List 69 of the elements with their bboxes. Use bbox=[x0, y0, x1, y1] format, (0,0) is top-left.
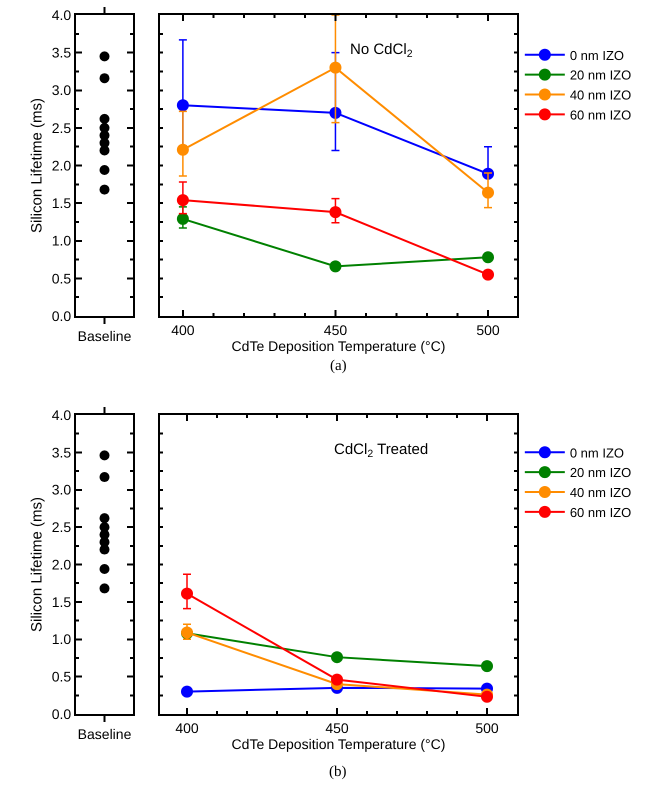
x-tick-label: 450 bbox=[325, 720, 349, 736]
annotation: No CdCl$_{2}$ bbox=[350, 41, 413, 60]
y-tick-label: 0.5 bbox=[52, 270, 72, 286]
point bbox=[176, 144, 189, 156]
text: (a) bbox=[330, 358, 347, 374]
y-axis-title: Silicon Lifetime (ms) bbox=[28, 98, 46, 234]
point bbox=[100, 51, 110, 62]
y-tick-label: 0.5 bbox=[52, 668, 72, 685]
y-tick-label: 1.5 bbox=[52, 195, 72, 212]
legend-label: 40 nm IZO bbox=[570, 485, 632, 500]
point bbox=[100, 165, 110, 176]
y-tick-label: 1.0 bbox=[52, 232, 72, 249]
legend-label: 20 nm IZO bbox=[570, 68, 632, 83]
y-tick-label: 1.5 bbox=[52, 594, 72, 610]
legend-label: 60 nm IZO bbox=[570, 504, 632, 520]
x-tick-label: 500 bbox=[475, 720, 499, 736]
y-tick-label: 3.5 bbox=[52, 444, 72, 460]
point bbox=[100, 450, 110, 460]
y-axis-title: Silicon Lifetime (ms) bbox=[28, 496, 46, 632]
point bbox=[331, 651, 343, 664]
y-tick-label: 2.5 bbox=[52, 519, 72, 536]
y-tick-label: 4.0 bbox=[52, 6, 72, 23]
point bbox=[100, 145, 110, 156]
annotation: CdCl$_{2}$ Treated bbox=[334, 441, 428, 460]
x-tick-label: Baseline bbox=[78, 328, 132, 344]
y-tick-label: 2.0 bbox=[52, 556, 72, 572]
point bbox=[100, 114, 110, 124]
y-tick-label: 3.0 bbox=[52, 82, 72, 98]
point bbox=[329, 62, 342, 74]
y-tick-label: 4.0 bbox=[52, 406, 72, 423]
point bbox=[176, 194, 189, 206]
point bbox=[181, 588, 193, 600]
point bbox=[100, 583, 110, 594]
point bbox=[482, 251, 494, 264]
point bbox=[100, 472, 110, 482]
point bbox=[100, 184, 110, 195]
y-tick-label: 3.0 bbox=[52, 482, 72, 498]
x-tick-label: 400 bbox=[175, 720, 199, 736]
y-tick-label: 2.0 bbox=[52, 157, 72, 174]
legend-label: 20 nm IZO bbox=[570, 465, 632, 480]
point bbox=[176, 212, 189, 225]
point bbox=[329, 260, 342, 272]
point bbox=[100, 513, 110, 524]
legend-label: 0 nm IZO bbox=[570, 445, 624, 460]
legend-label: 60 nm IZO bbox=[570, 107, 632, 122]
point bbox=[482, 268, 494, 281]
text: (b) bbox=[329, 764, 346, 780]
point bbox=[100, 564, 110, 574]
x-tick-label: 400 bbox=[171, 322, 195, 338]
point bbox=[100, 544, 110, 555]
legend-label: 0 nm IZO bbox=[570, 48, 624, 63]
point bbox=[329, 206, 342, 218]
x-tick-label: 500 bbox=[476, 322, 500, 338]
y-tick-label: 0.0 bbox=[52, 706, 72, 722]
legend-label: 40 nm IZO bbox=[570, 88, 632, 103]
point bbox=[331, 674, 343, 686]
x-tick-label: 450 bbox=[324, 322, 348, 338]
x-axis-title: CdTe Deposition Temperature (°C) bbox=[232, 736, 446, 752]
y-tick-label: 2.5 bbox=[52, 120, 72, 136]
y-tick-label: 3.5 bbox=[52, 44, 72, 61]
point bbox=[100, 73, 110, 84]
x-tick-label: Baseline bbox=[78, 726, 132, 742]
point bbox=[176, 99, 189, 112]
y-tick-label: 1.0 bbox=[52, 631, 72, 648]
point bbox=[181, 686, 193, 698]
x-axis-title: CdTe Deposition Temperature (°C) bbox=[232, 338, 446, 354]
y-tick-label: 0.0 bbox=[52, 308, 72, 324]
point bbox=[481, 660, 493, 672]
point bbox=[482, 186, 494, 199]
